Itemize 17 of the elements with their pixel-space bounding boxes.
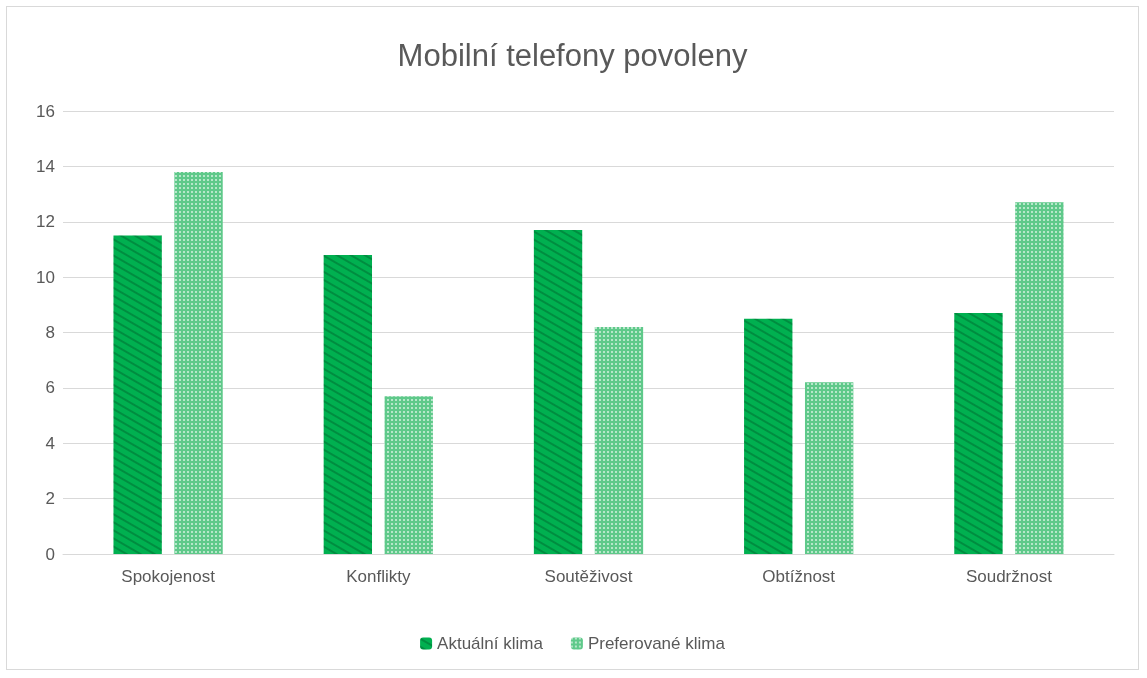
legend-label: Preferované klima (587, 634, 726, 653)
y-tick-label: 14 (36, 156, 55, 176)
y-tick-label: 10 (36, 267, 55, 287)
y-tick-label: 2 (45, 489, 55, 509)
x-tick-label: Spokojenost (121, 567, 216, 586)
y-tick-label: 12 (36, 212, 55, 232)
legend-label: Aktuální klima (437, 634, 544, 653)
x-tick-label: Soutěživost (544, 567, 633, 586)
chart-title: Mobilní telefony povoleny (397, 38, 748, 73)
x-tick-label: Konflikty (346, 567, 411, 586)
x-tick-label: Obtížnost (762, 567, 836, 586)
y-tick-label: 8 (45, 323, 55, 342)
y-tick-label: 6 (45, 378, 55, 398)
y-tick-label: 16 (36, 101, 55, 121)
x-tick-label: Soudržnost (965, 567, 1053, 586)
y-tick-label: 0 (45, 544, 55, 564)
y-tick-label: 4 (45, 433, 55, 453)
